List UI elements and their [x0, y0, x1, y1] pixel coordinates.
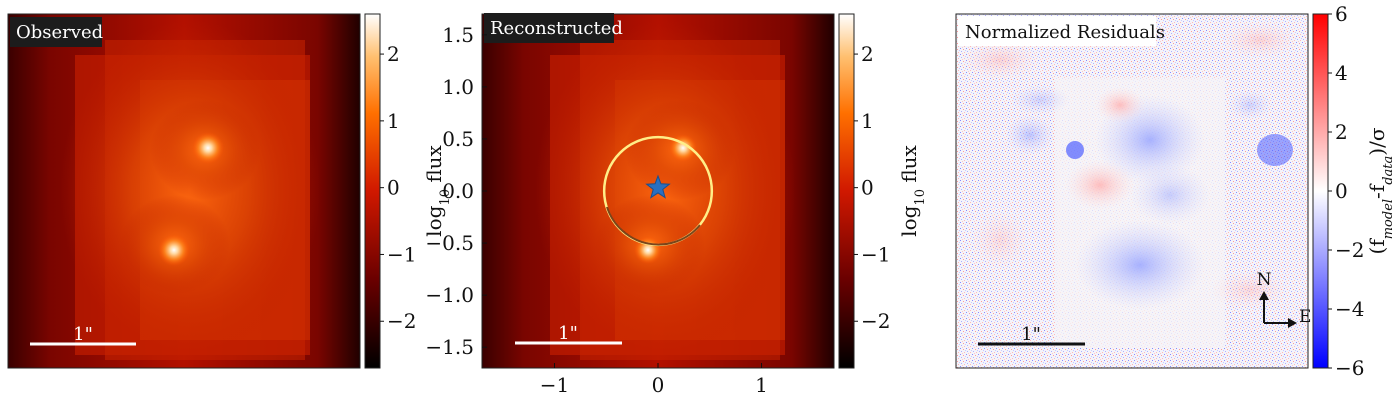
residuals-title: Normalized Residuals: [965, 22, 1165, 43]
observed-colorbar-ticks: 2 1 0 −1 −2: [380, 42, 416, 333]
residuals-colorbar-tick-label: 0: [1335, 179, 1348, 203]
residuals-colorbar: [1312, 13, 1329, 369]
y-tick-label: 1.0: [442, 75, 474, 99]
reconstructed-colorbar-tick-label: 2: [861, 42, 874, 66]
residuals-image: [956, 14, 1308, 368]
observed-colorbar-tick-label: 2: [387, 42, 400, 66]
reconstructed-colorbar-tick-label: 0: [861, 176, 874, 200]
y-tick-label: −1.5: [425, 335, 474, 359]
y-tick-label: −0.5: [425, 231, 474, 255]
source-position-star-icon: [645, 174, 671, 199]
residuals-panel: Normalized Residuals 1" N E 6 4 2 0 −2 −4 −6: [955, 2, 1364, 380]
observed-image: [8, 14, 360, 368]
reconstructed-x-axis: −1 0 1: [540, 363, 768, 397]
y-tick-label: 0.5: [442, 127, 474, 151]
residuals-colorbar-tick-label: 4: [1335, 61, 1348, 85]
reconstructed-colorbar: [838, 13, 855, 369]
observed-colorbar-tick-label: 0: [387, 176, 400, 200]
compass-icon: N E: [1257, 270, 1311, 328]
residuals-colorbar-tick-label: −4: [1335, 297, 1364, 321]
y-tick-label: 0.0: [442, 179, 474, 203]
observed-colorbar-tick-label: −1: [387, 242, 416, 266]
residuals-colorbar-tick-label: −2: [1335, 238, 1364, 262]
observed-title-box: [10, 17, 102, 47]
reconstructed-colorbar-label: log10 flux: [897, 144, 928, 236]
x-tick-label: −1: [540, 373, 569, 397]
compass-north-label: N: [1257, 270, 1272, 290]
reconstructed-panel: Reconstructed 1" 1.5 1.0 0.5 0.0 −0.5 −1.0 −1.…: [425, 13, 890, 397]
reconstructed-colorbar-tick-label: −1: [861, 242, 890, 266]
image-a-core: [192, 132, 224, 164]
reconstructed-colorbar-tick-label: 1: [861, 109, 874, 133]
reconstructed-title-box: [484, 13, 614, 43]
reconstructed-title: Reconstructed: [490, 18, 623, 39]
observed-colorbar-tick-label: −2: [387, 309, 416, 333]
x-tick-label: 0: [652, 373, 665, 397]
residuals-colorbar-ticks: 6 4 2 0 −2 −4 −6: [1328, 2, 1364, 380]
observed-title: Observed: [16, 22, 103, 43]
observed-panel: Observed 1" 2 1 0 −1 −2: [7, 13, 416, 369]
compass-east-label: E: [1299, 307, 1311, 327]
reconstructed-scale-label: 1": [558, 323, 578, 344]
residuals-colorbar-tick-label: 6: [1335, 2, 1348, 26]
residuals-title-box: [958, 16, 1156, 46]
reconstructed-colorbar-ticks: 2 1 0 −1 −2: [854, 42, 890, 333]
observed-colorbar: [364, 13, 381, 369]
residuals-colorbar-tick-label: −6: [1335, 356, 1364, 380]
residuals-colorbar-label: (fmodel-fdata)/σ: [1365, 127, 1396, 254]
residuals-colorbar-tick-label: 2: [1335, 120, 1348, 144]
reconstructed-colorbar-tick-label: −2: [861, 309, 890, 333]
observed-colorbar-tick-label: 1: [387, 109, 400, 133]
observed-colorbar-label: log10 flux: [422, 144, 453, 236]
reconstructed-y-axis: 1.5 1.0 0.5 0.0 −0.5 −1.0 −1.5: [425, 23, 487, 359]
residuals-scale-label: 1": [1021, 324, 1041, 345]
x-tick-label: 1: [755, 373, 768, 397]
y-tick-label: 1.5: [442, 23, 474, 47]
image-b-core: [158, 234, 190, 266]
y-tick-label: −1.0: [425, 283, 474, 307]
observed-scale-label: 1": [73, 324, 93, 345]
